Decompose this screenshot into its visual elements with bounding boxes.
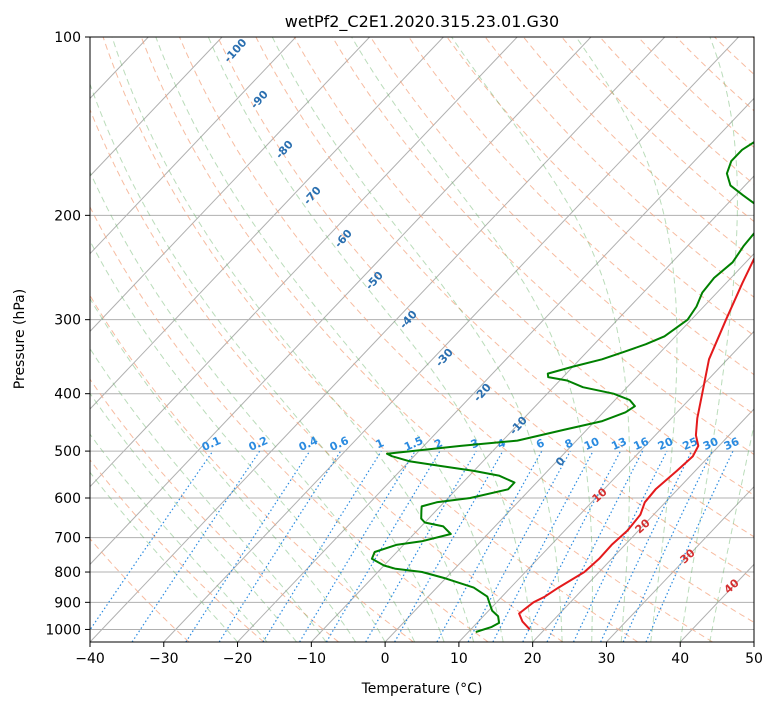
mixing-ratio-line [546, 450, 644, 642]
mixing-ratio-line [467, 450, 571, 642]
mixing-ratio-label: 13 [609, 435, 628, 453]
moist-adiabat-line [111, 37, 475, 642]
dry-adiabat-line [90, 459, 265, 642]
dry-adiabat-line [102, 37, 639, 642]
dry-adiabat-line [90, 537, 190, 642]
x-tick-label: 20 [524, 651, 542, 667]
dry-adiabat-line [90, 294, 414, 642]
x-tick-label: 0 [381, 651, 390, 667]
mixing-ratio-label: 16 [632, 435, 652, 453]
y-tick-label: 900 [54, 595, 81, 611]
y-tick-label: 800 [54, 565, 81, 581]
isotherm-line [90, 37, 444, 410]
dry-adiabat-line [331, 37, 754, 455]
isotherm-line [458, 330, 754, 642]
mixing-ratio-label: 25 [681, 435, 700, 453]
y-tick-label: 300 [54, 313, 81, 329]
moist-adiabat-line [679, 37, 738, 642]
moist-adiabat-line [451, 37, 631, 642]
y-tick-label: 600 [54, 491, 81, 507]
mixing-ratio-line [522, 450, 622, 642]
moist-adiabat-line [155, 37, 504, 642]
y-tick-label: 200 [54, 208, 81, 224]
dry-adiabat-line [179, 37, 754, 623]
x-tick-label: −30 [149, 651, 179, 667]
moist-adiabat-line [575, 37, 678, 642]
mixing-ratio-line [218, 450, 342, 642]
dry-adiabat-line [255, 37, 754, 538]
x-tick-label: 30 [598, 651, 616, 667]
moist-adiabat-line [90, 239, 386, 642]
isotherm-line [90, 37, 223, 177]
mixing-ratio-line [90, 450, 214, 631]
x-tick-label: 50 [745, 651, 763, 667]
isotherm-line [163, 37, 739, 642]
mixing-ratio-line [185, 450, 311, 642]
x-tick-label: −20 [223, 651, 253, 667]
x-tick-label: 40 [671, 651, 689, 667]
dry-adiabat-line [140, 37, 713, 642]
y-tick-label: 400 [54, 387, 81, 403]
x-tick-label: −40 [75, 651, 105, 667]
x-tick-label: 10 [450, 651, 468, 667]
plot-frame [89, 36, 755, 643]
x-tick-label: −10 [297, 651, 327, 667]
y-axis-title: Pressure (hPa) [12, 289, 28, 389]
isotherm-line [606, 485, 754, 642]
isotherm-line [90, 37, 297, 255]
dry-adiabat-line [293, 37, 754, 496]
mixing-ratio-line [131, 450, 261, 642]
temperature-profile-line [518, 256, 754, 631]
mixing-ratio-label: 30 [701, 435, 721, 453]
mixing-ratio-line [299, 450, 416, 642]
dry-adiabat-line [370, 37, 754, 415]
moist-adiabat-line [271, 37, 563, 642]
isotherm-line [532, 408, 754, 642]
dry-adiabat-line [90, 108, 564, 642]
mixing-ratio-line [436, 450, 543, 642]
moist-adiabat-line [90, 433, 268, 642]
moist-adiabat-line [90, 392, 297, 642]
y-tick-label: 500 [54, 444, 81, 460]
dry-adiabat-line [408, 37, 754, 376]
y-tick-label: 100 [54, 30, 81, 46]
background-lines [90, 37, 754, 642]
isotherm-line [90, 37, 518, 488]
dry-adiabat-line [90, 205, 489, 642]
mixing-ratio-line [394, 450, 504, 642]
moist-adiabat-line [709, 423, 754, 642]
moist-adiabat-line [90, 297, 357, 642]
mixing-ratio-label: 20 [656, 435, 676, 453]
dry-adiabat-line [217, 37, 754, 580]
y-axis: 100 200 300 400 500 600 700 800 900 1000 [45, 30, 90, 638]
mixing-ratio-line [645, 450, 734, 642]
moist-adiabat-line [90, 347, 327, 642]
y-tick-label: 1000 [45, 622, 81, 638]
isotherm-line [90, 37, 666, 642]
mixing-ratio-line [262, 450, 382, 642]
dewpoint-profile-line [370, 140, 754, 633]
moist-adiabat-line [207, 37, 534, 642]
mixing-ratio-line [572, 450, 668, 642]
y-tick-label: 700 [54, 531, 81, 547]
chart-title: wetPf2_C2E1.2020.315.23.01.G30 [285, 12, 559, 32]
isotherm-line [237, 97, 754, 642]
x-axis-title: Temperature (°C) [361, 681, 483, 697]
moist-adiabat-line [90, 82, 445, 642]
mixing-ratio-label: 36 [722, 435, 742, 453]
mixing-ratio-label: 10 [582, 435, 602, 453]
profile-series [370, 140, 754, 633]
x-axis: −40 −30 −20 −10 0 10 20 30 40 50 [75, 642, 763, 667]
moist-adiabat-line [351, 37, 593, 642]
isotherm-line [384, 252, 754, 642]
isotherm-line [90, 37, 371, 333]
isotherm-line [90, 37, 592, 566]
